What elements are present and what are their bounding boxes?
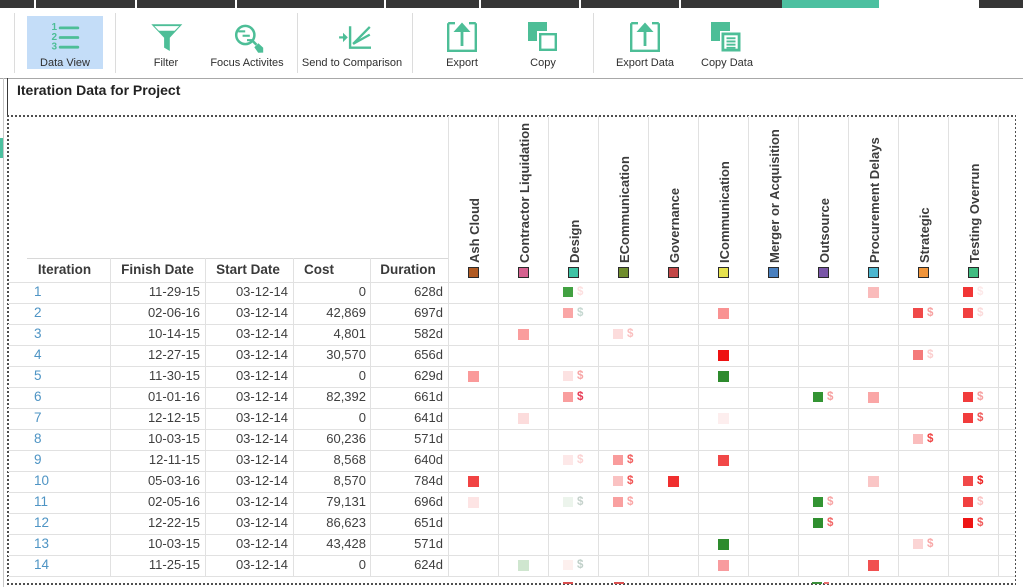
svg-text:2: 2 <box>51 32 57 43</box>
svg-text:1: 1 <box>51 22 57 33</box>
svg-text:3: 3 <box>51 41 57 52</box>
